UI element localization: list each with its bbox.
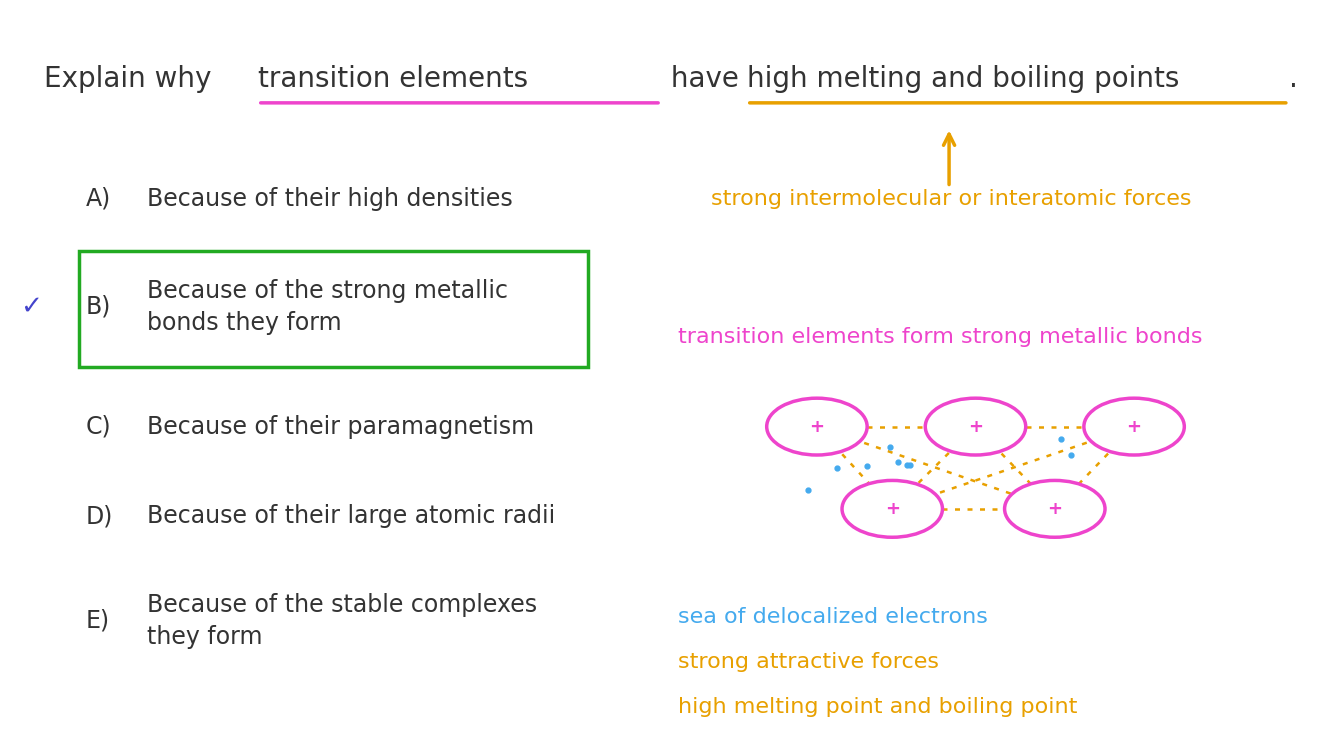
Text: +: + <box>1047 500 1062 518</box>
Text: transition elements: transition elements <box>258 65 528 93</box>
Text: strong attractive forces: strong attractive forces <box>679 652 939 672</box>
Text: high melting point and boiling point: high melting point and boiling point <box>679 697 1078 717</box>
Bar <box>79 251 589 367</box>
Text: have: have <box>663 65 749 93</box>
Text: C): C) <box>86 414 112 438</box>
Text: +: + <box>1126 417 1141 435</box>
Text: .: . <box>1289 65 1297 93</box>
Text: Because of their high densities: Because of their high densities <box>146 187 512 211</box>
Text: transition elements form strong metallic bonds: transition elements form strong metallic… <box>679 327 1203 347</box>
Text: Explain why: Explain why <box>44 65 220 93</box>
Text: Because of the stable complexes
they form: Because of the stable complexes they for… <box>146 593 538 649</box>
Text: D): D) <box>86 504 113 528</box>
Circle shape <box>1004 480 1105 538</box>
Text: E): E) <box>86 609 110 633</box>
Circle shape <box>1083 398 1184 455</box>
Text: A): A) <box>86 187 112 211</box>
Text: +: + <box>968 417 982 435</box>
Text: +: + <box>884 500 899 518</box>
Text: Because of the strong metallic
bonds they form: Because of the strong metallic bonds the… <box>146 279 508 335</box>
Circle shape <box>925 398 1025 455</box>
Text: Because of their paramagnetism: Because of their paramagnetism <box>146 414 534 438</box>
Text: strong intermolecular or interatomic forces: strong intermolecular or interatomic for… <box>711 188 1192 209</box>
Text: high melting and boiling points: high melting and boiling points <box>747 65 1179 93</box>
Circle shape <box>766 398 867 455</box>
Text: Because of their large atomic radii: Because of their large atomic radii <box>146 504 555 528</box>
Text: sea of delocalized electrons: sea of delocalized electrons <box>679 607 988 627</box>
Text: ✓: ✓ <box>20 294 42 320</box>
Circle shape <box>843 480 942 538</box>
Text: +: + <box>809 417 824 435</box>
Text: B): B) <box>86 295 112 319</box>
